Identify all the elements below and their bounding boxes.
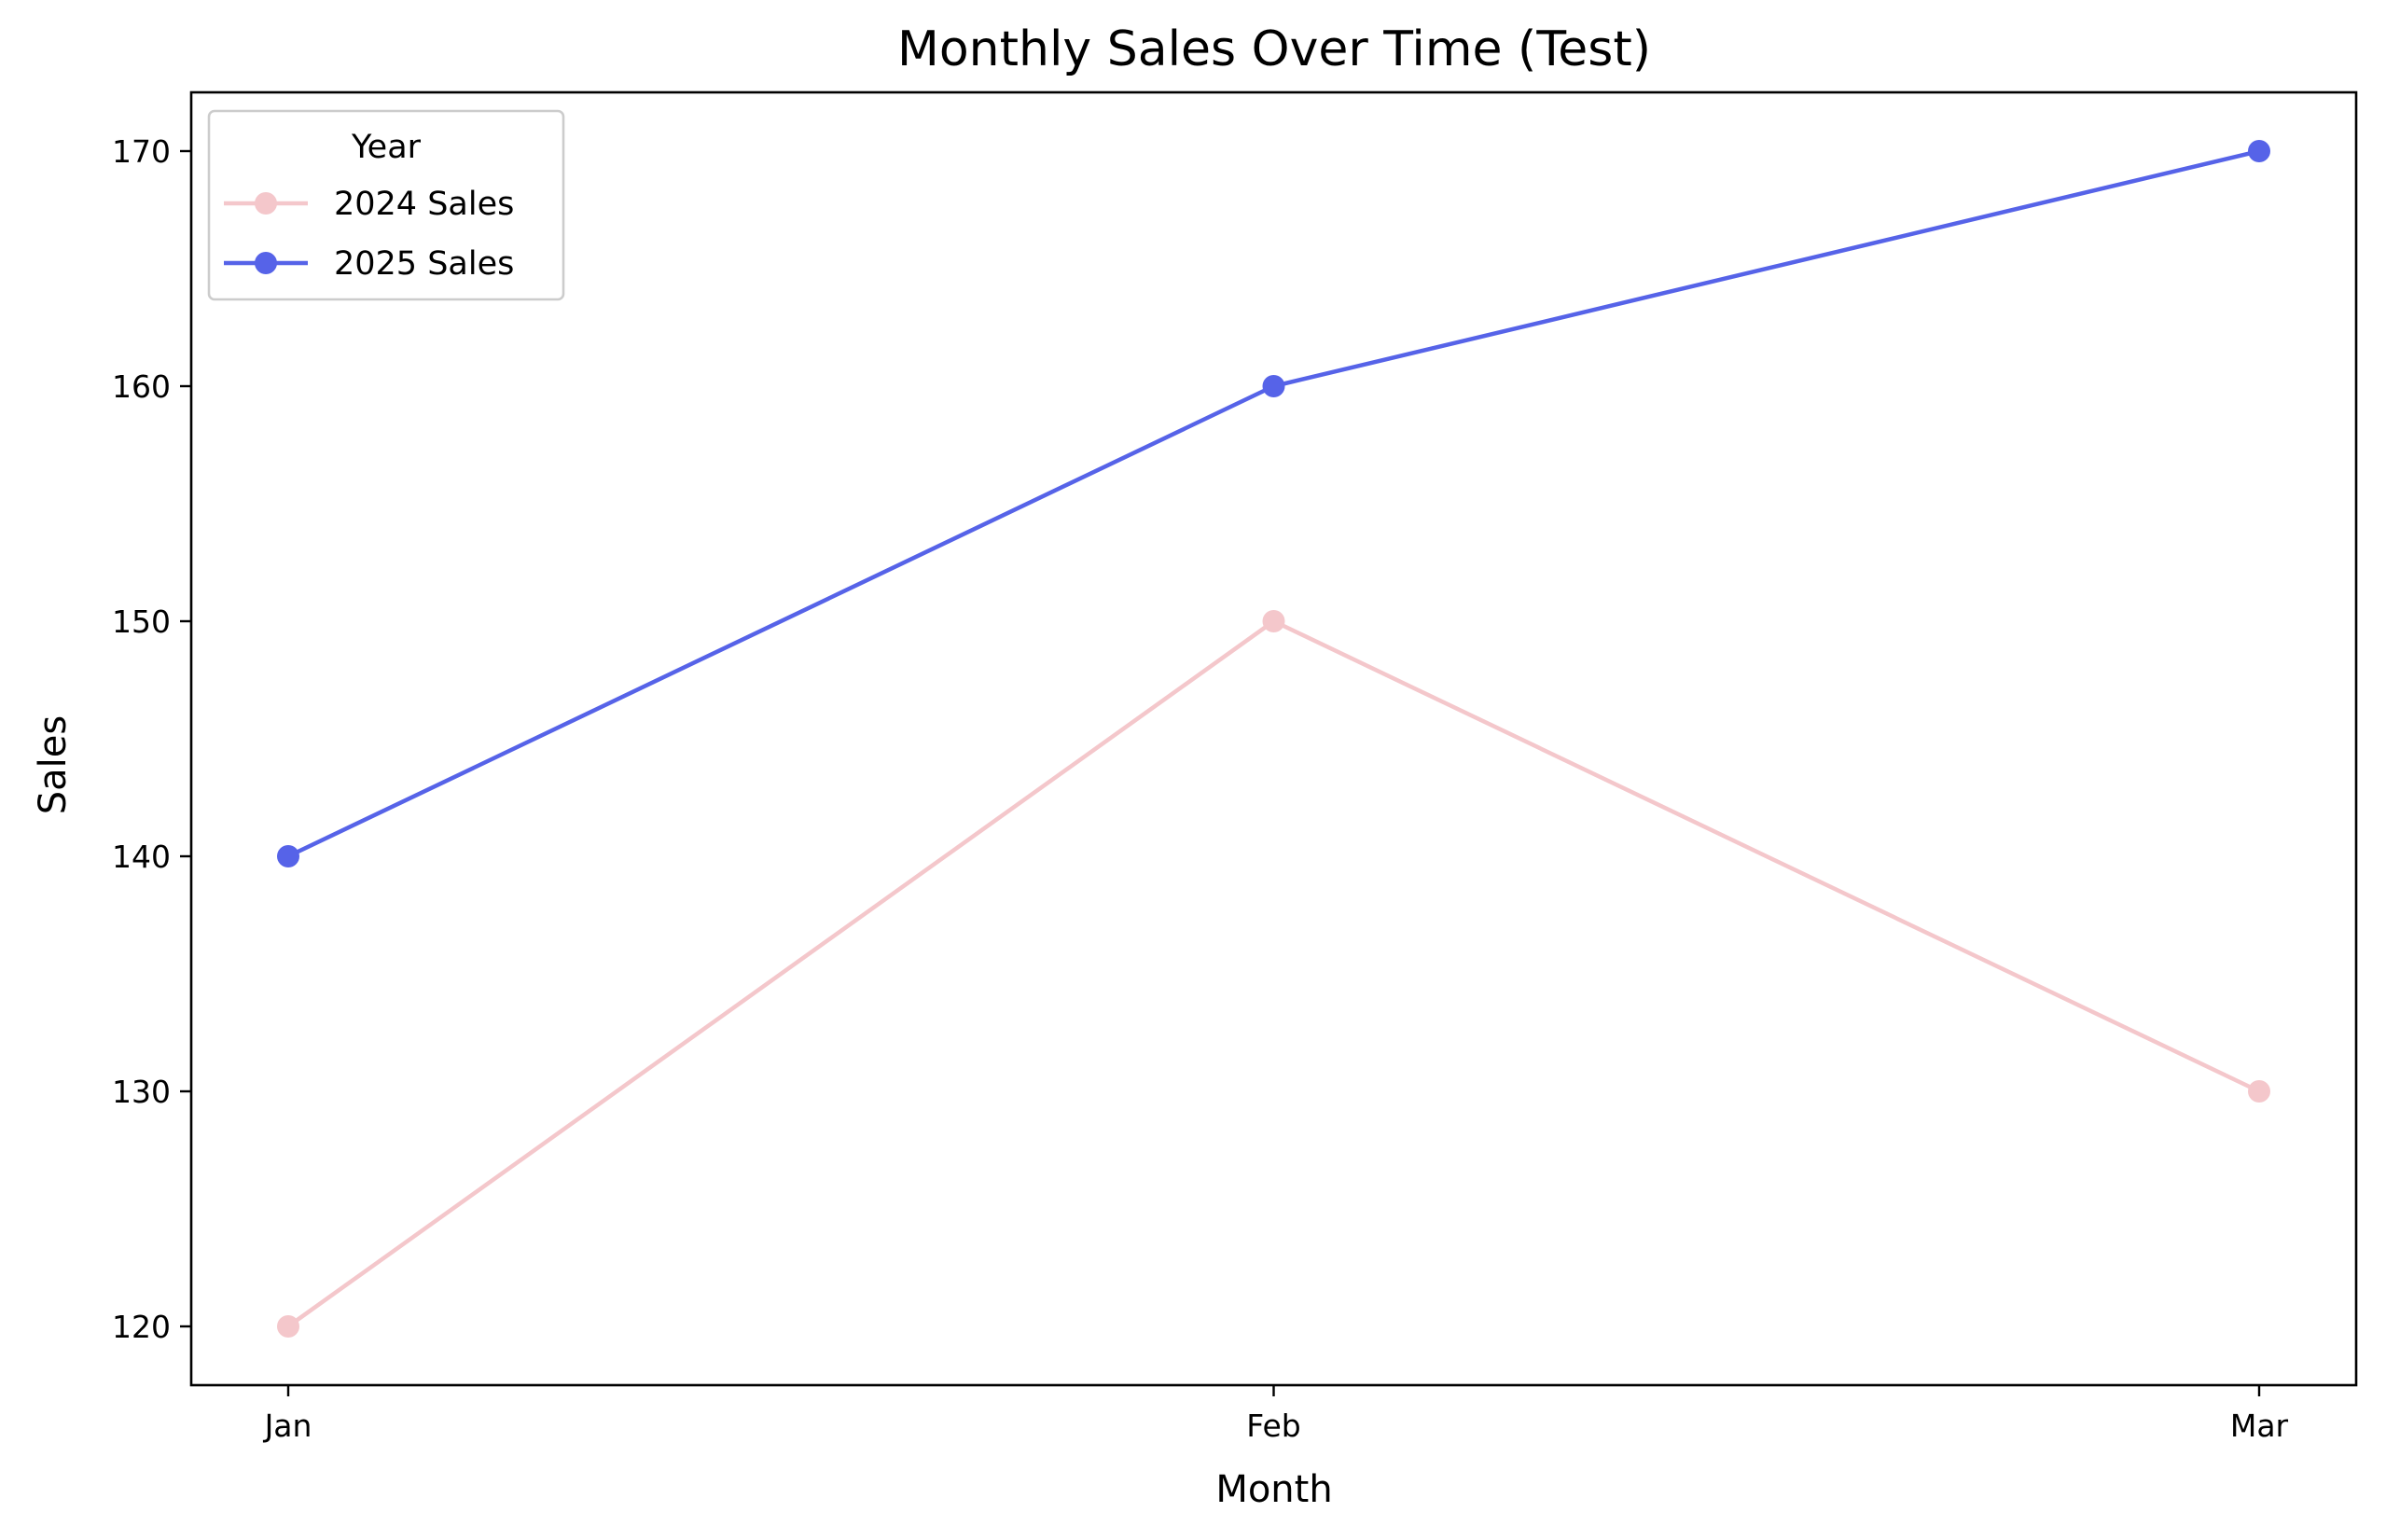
legend-marker bbox=[255, 192, 277, 215]
data-point bbox=[277, 1315, 299, 1338]
data-point bbox=[2248, 1080, 2270, 1103]
series-2024-sales bbox=[277, 610, 2270, 1338]
legend-box bbox=[207, 109, 565, 301]
legend-marker bbox=[255, 252, 277, 274]
y-tick-label: 170 bbox=[112, 133, 171, 170]
y-tick-label: 130 bbox=[112, 1074, 171, 1110]
y-tick-label: 150 bbox=[112, 604, 171, 640]
data-point bbox=[1262, 610, 1285, 632]
legend: Year 2024 Sales 2025 Sales bbox=[207, 109, 565, 301]
y-tick-label: 140 bbox=[112, 839, 171, 875]
legend-title: Year bbox=[351, 129, 422, 166]
x-tick-label: Feb bbox=[1246, 1408, 1300, 1444]
data-point bbox=[1262, 375, 1285, 397]
x-tick-label: Jan bbox=[263, 1408, 312, 1444]
legend-label: 2024 Sales bbox=[334, 186, 514, 223]
y-tick-label: 160 bbox=[112, 368, 171, 405]
x-tick-label: Mar bbox=[2230, 1408, 2289, 1444]
legend-entry: 2024 Sales bbox=[224, 186, 514, 223]
x-axis-title: Month bbox=[1215, 1468, 1332, 1511]
series-layer bbox=[277, 140, 2270, 1338]
legend-label: 2025 Sales bbox=[334, 245, 514, 283]
y-axis-title: Sales bbox=[32, 715, 75, 814]
chart-title: Monthly Sales Over Time (Test) bbox=[897, 21, 1651, 77]
series-2025-sales bbox=[277, 140, 2270, 867]
data-point bbox=[2248, 140, 2270, 162]
x-axis: Jan Feb Mar bbox=[263, 1385, 2289, 1444]
y-axis: 120 130 140 150 160 170 bbox=[112, 133, 191, 1345]
legend-entry: 2025 Sales bbox=[224, 245, 514, 283]
legend-entries: 2024 Sales 2025 Sales bbox=[224, 186, 514, 283]
y-tick-label: 120 bbox=[112, 1309, 171, 1345]
data-point bbox=[277, 845, 299, 867]
